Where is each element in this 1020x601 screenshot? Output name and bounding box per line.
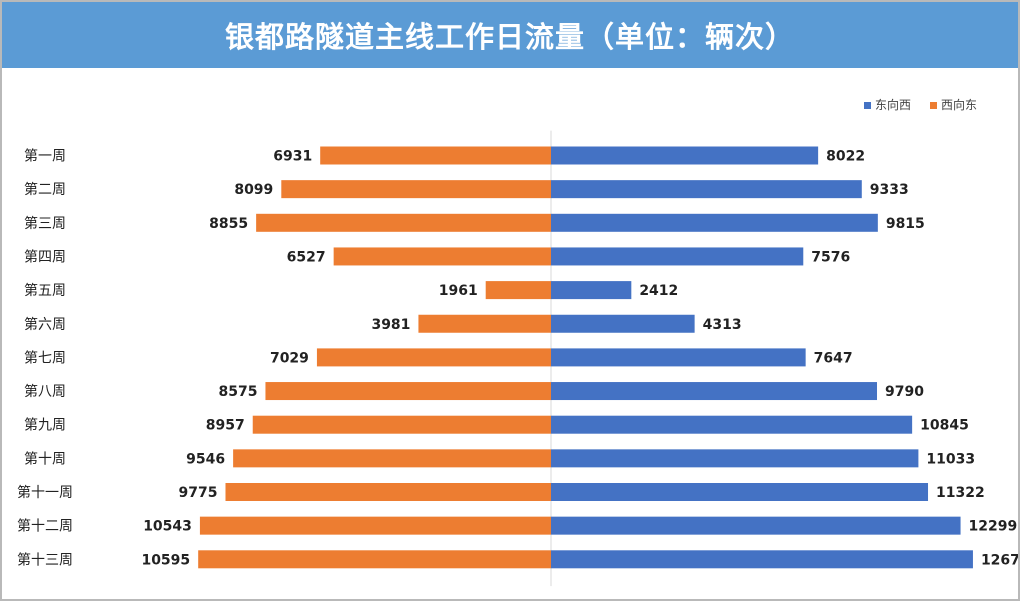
category-label: 第二周 [24, 181, 66, 198]
category-label: 第八周 [24, 383, 66, 400]
legend-swatch [864, 102, 871, 109]
bar-west-to-east [333, 247, 551, 266]
value-label-east-to-west: 7576 [811, 249, 850, 265]
value-label-east-to-west: 10845 [920, 418, 969, 434]
value-label-west-to-east: 10595 [141, 552, 190, 568]
category-label: 第六周 [24, 316, 66, 333]
value-label-east-to-west: 11322 [936, 485, 985, 501]
bar-east-to-west [551, 247, 804, 266]
bar-west-to-east [320, 146, 551, 165]
bar-west-to-east [198, 550, 551, 569]
category-label: 第九周 [24, 417, 66, 434]
value-label-west-to-east: 9775 [179, 485, 218, 501]
category-label: 第五周 [24, 282, 66, 299]
category-label: 第四周 [24, 248, 66, 265]
bar-east-to-west [551, 550, 973, 569]
value-label-east-to-west: 9790 [885, 384, 924, 400]
value-label-east-to-west: 2412 [639, 283, 678, 299]
legend-label: 西向东 [941, 97, 977, 112]
bar-west-to-east [225, 483, 551, 501]
chart-title: 银都路隧道主线工作日流量（单位：辆次） [224, 20, 795, 54]
bar-west-to-east [256, 213, 551, 232]
bar-east-to-west [551, 483, 929, 501]
value-label-west-to-east: 1961 [439, 283, 478, 299]
legend-swatch [930, 102, 937, 109]
category-label: 第十一周 [17, 484, 73, 501]
bar-east-to-west [551, 180, 862, 199]
value-label-west-to-east: 10543 [143, 519, 192, 535]
value-label-east-to-west: 8022 [826, 149, 865, 165]
bar-west-to-east [265, 382, 551, 401]
bar-west-to-east [199, 516, 552, 535]
value-label-west-to-east: 8575 [218, 384, 257, 400]
bar-east-to-west [551, 146, 819, 165]
value-label-west-to-east: 6931 [273, 149, 312, 165]
value-label-west-to-east: 7029 [270, 350, 309, 366]
bar-east-to-west [551, 348, 806, 367]
bar-west-to-east [233, 449, 551, 468]
title-bar: 银都路隧道主线工作日流量（单位：辆次） [2, 2, 1018, 68]
bar-west-to-east [316, 348, 551, 367]
bar-west-to-east [418, 314, 551, 333]
bar-west-to-east [281, 180, 551, 199]
bar-east-to-west [551, 449, 919, 468]
category-label: 第一周 [24, 148, 66, 165]
value-label-west-to-east: 8099 [234, 182, 273, 198]
category-label: 第十二周 [17, 518, 73, 535]
bar-east-to-west [551, 516, 961, 535]
value-label-east-to-west: 9333 [870, 182, 909, 198]
value-label-west-to-east: 9546 [186, 451, 225, 467]
category-label: 第十三周 [17, 551, 73, 568]
value-label-east-to-west: 11033 [926, 451, 975, 467]
value-label-east-to-west: 4313 [703, 317, 742, 333]
legend-label: 东向西 [875, 97, 911, 112]
value-label-west-to-east: 8957 [206, 418, 245, 434]
bar-east-to-west [551, 415, 913, 434]
value-label-west-to-east: 6527 [287, 249, 326, 265]
category-label: 第十周 [24, 450, 66, 467]
bar-west-to-east [485, 281, 551, 300]
value-label-west-to-east: 8855 [209, 216, 248, 232]
category-label: 第三周 [24, 215, 66, 232]
value-label-east-to-west: 7647 [814, 350, 853, 366]
bar-east-to-west [551, 213, 878, 232]
value-label-east-to-west: 12299 [969, 519, 1018, 535]
value-label-west-to-east: 3981 [371, 317, 410, 333]
bar-east-to-west [551, 281, 632, 300]
bar-east-to-west [551, 382, 878, 401]
category-label: 第七周 [24, 349, 66, 366]
value-label-east-to-west: 12671 [981, 552, 1018, 568]
value-label-east-to-west: 9815 [886, 216, 925, 232]
bar-west-to-east [252, 415, 551, 434]
bar-east-to-west [551, 314, 695, 333]
